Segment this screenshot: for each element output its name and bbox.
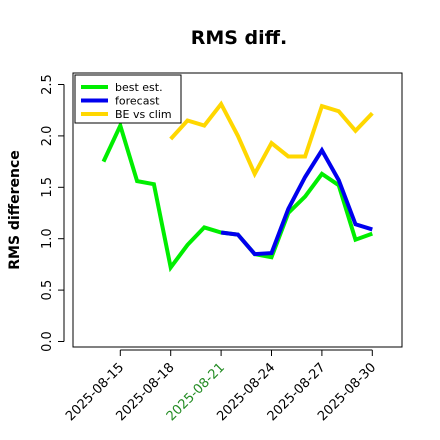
legend-label-best-est-: best est. xyxy=(115,81,163,94)
y-tick-label: 0.0 xyxy=(40,331,55,352)
legend-label-forecast: forecast xyxy=(115,95,160,108)
series-line-best-est- xyxy=(101,120,373,273)
x-axis: 2025-08-152025-08-182025-08-212025-08-24… xyxy=(63,349,379,424)
y-axis-label: RMS difference xyxy=(7,150,23,270)
series-layer xyxy=(101,100,374,273)
y-tick-label: 0.5 xyxy=(40,280,55,301)
y-tick-label: 1.0 xyxy=(40,228,55,249)
y-tick-label: 2.0 xyxy=(40,126,55,147)
y-tick-label: 2.5 xyxy=(40,74,55,95)
series-line-be-vs-clim xyxy=(169,100,374,179)
series-line-forecast xyxy=(220,146,373,257)
plot-area-frame xyxy=(72,72,403,348)
legend-label-be-vs-clim: BE vs clim xyxy=(115,108,172,121)
chart-title: RMS diff. xyxy=(191,27,288,49)
y-tick-label: 1.5 xyxy=(40,177,55,198)
y-axis: 0.0 0.5 1.0 1.5 2.0 2.5 xyxy=(40,74,65,352)
